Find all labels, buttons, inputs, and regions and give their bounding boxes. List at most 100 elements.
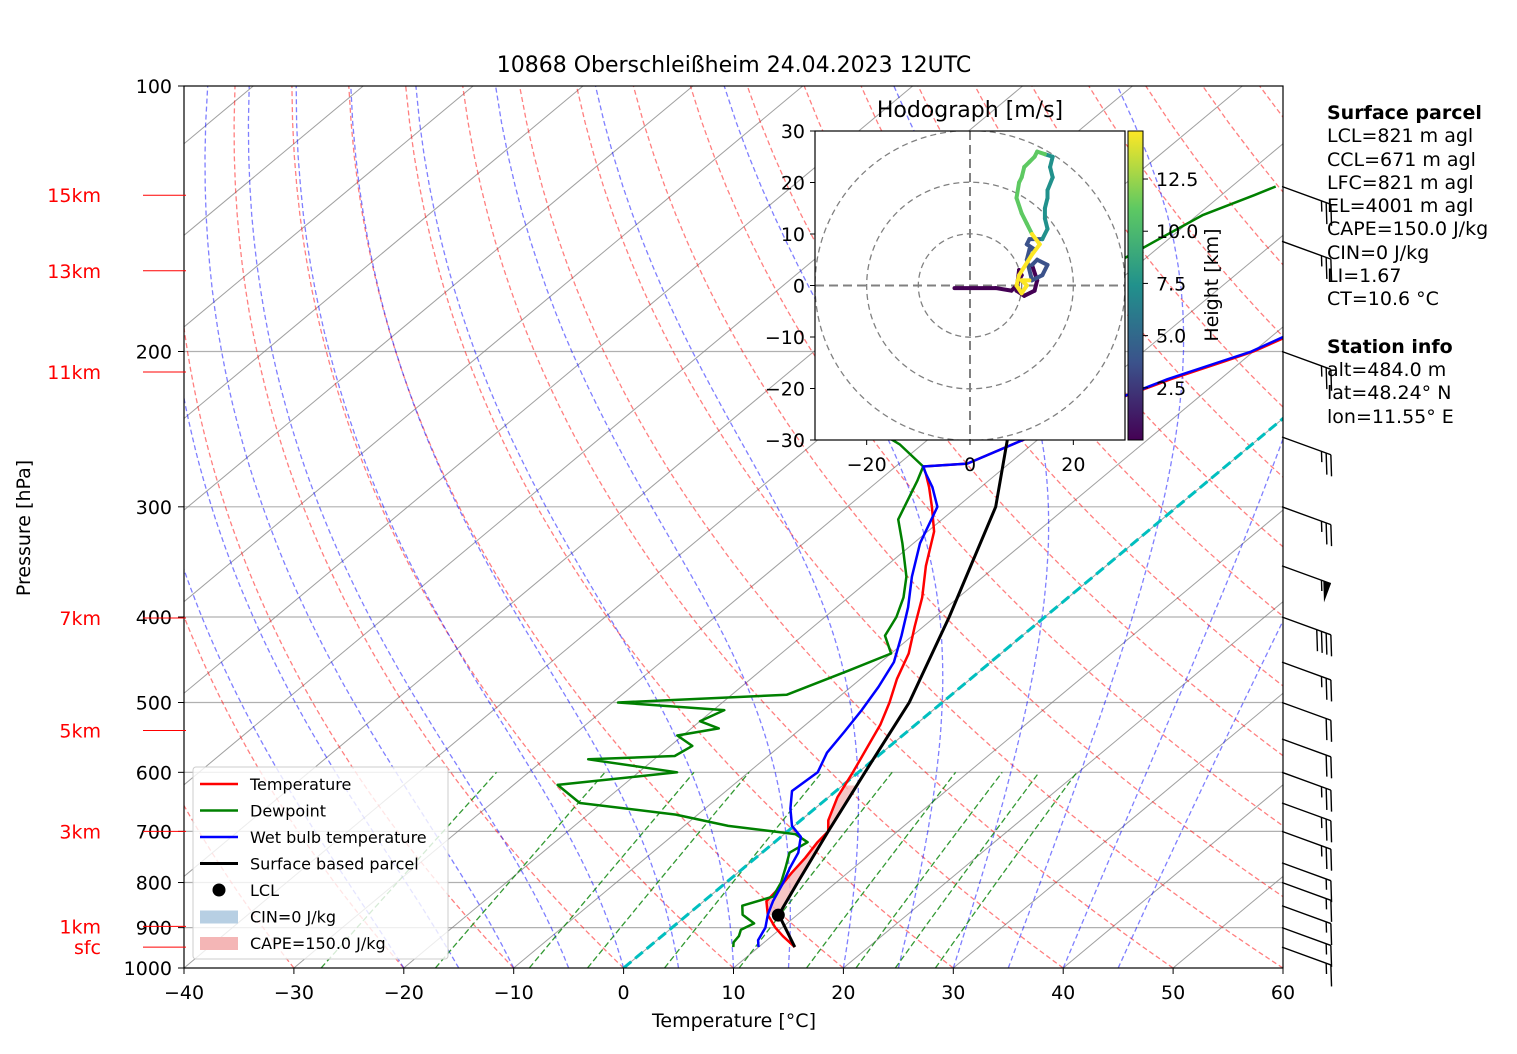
hodograph-segment xyxy=(993,286,1014,293)
x-tick-label: −20 xyxy=(384,982,424,1004)
hodograph-y-tick-label: −10 xyxy=(765,327,805,349)
y-tick-label: 800 xyxy=(136,873,172,895)
barb-full xyxy=(1330,369,1333,391)
wind-barbs xyxy=(1281,185,1333,987)
barb-full xyxy=(1325,202,1328,225)
isotherm-line xyxy=(513,326,1283,968)
hodograph-segment xyxy=(1030,242,1042,257)
barb-staff xyxy=(1281,946,1332,966)
wind-barb xyxy=(1281,436,1333,477)
axis-ticks: −40 −30 −20 −10 0 10 20 30 40 50 60100200300400500… xyxy=(124,76,1295,1004)
parcel-info-line: LI=1.67 xyxy=(1327,265,1402,288)
moist-adiabat xyxy=(494,86,791,968)
colorbar-tick-label: 2.5 xyxy=(1156,378,1186,400)
legend-swatch xyxy=(200,910,238,924)
y-tick-label: 600 xyxy=(136,762,172,784)
mixing-ratio-line xyxy=(738,771,893,968)
parcel-info-line: CAPE=150.0 J/kg xyxy=(1327,218,1489,241)
moist-adiabat xyxy=(1117,619,1283,968)
barb-full xyxy=(1325,678,1328,700)
wind-barb xyxy=(1281,661,1333,702)
wind-barb xyxy=(1281,565,1332,603)
wind-barb xyxy=(1281,946,1333,987)
barb-staff xyxy=(1281,436,1332,456)
dry-adiabat xyxy=(291,86,734,968)
height-label: 3km xyxy=(59,821,101,843)
wind-barb xyxy=(1281,905,1333,946)
hodograph-y-tick-label: −30 xyxy=(765,430,805,452)
mixing-ratio-line xyxy=(894,771,1040,968)
y-tick-label: 1000 xyxy=(124,958,172,980)
barb-staff xyxy=(1281,802,1332,822)
barb-full xyxy=(1330,945,1333,967)
hodograph-x-tick-label: 20 xyxy=(1061,454,1085,476)
barb-staff xyxy=(1281,926,1332,947)
hodograph-x-tick-label: 0 xyxy=(964,454,976,476)
wind-barb xyxy=(1281,738,1333,779)
mixing-ratio-line xyxy=(934,771,1078,968)
barb-full xyxy=(1330,900,1333,922)
hodograph-y-tick-label: 30 xyxy=(781,121,805,143)
isotherm-line xyxy=(184,86,914,694)
mixing-ratio-line xyxy=(855,771,1003,968)
wind-barb xyxy=(1281,701,1333,742)
legend: Temperature Dewpoint Wet bulb temperature S… xyxy=(192,766,449,960)
height-label: sfc xyxy=(74,937,101,959)
colorbar-tick-label: 7.5 xyxy=(1156,273,1186,295)
station-info-line: alt=484.0 m xyxy=(1327,358,1447,381)
legend-label: Dewpoint xyxy=(250,802,326,821)
mixing-ratio-line xyxy=(434,771,606,968)
isotherm-line xyxy=(184,86,474,328)
legend-swatch xyxy=(200,937,238,950)
barb-full xyxy=(1330,634,1333,657)
mixing-ratio-line xyxy=(805,771,957,968)
barb-full xyxy=(1325,755,1328,777)
barb-staff xyxy=(1281,616,1332,636)
barb-full xyxy=(1325,257,1328,279)
y-tick-label: 900 xyxy=(136,918,172,940)
barb-staff xyxy=(1281,862,1332,882)
barb-staff xyxy=(1281,905,1332,925)
barb-staff xyxy=(1281,350,1332,370)
parcel-lines: LCL=821 m agl CCL=671 m agl LFC=821 m agl E… xyxy=(1327,125,1488,311)
hodograph-title: Hodograph [m/s] xyxy=(877,98,1063,123)
station-info-line: lon=11.55° E xyxy=(1327,405,1454,428)
dry-adiabat xyxy=(184,323,515,968)
temperature-line xyxy=(765,337,1283,949)
wind-barb xyxy=(1281,616,1333,657)
barb-staff xyxy=(1281,240,1332,260)
station-header: Station info xyxy=(1327,335,1453,358)
x-tick-label: 0 xyxy=(618,982,630,1004)
legend-label: Temperature xyxy=(249,775,351,794)
barb-full xyxy=(1330,720,1333,742)
x-tick-label: −40 xyxy=(164,982,204,1004)
barb-staff xyxy=(1281,701,1332,721)
legend-label: Surface based parcel xyxy=(250,855,419,874)
barb-full xyxy=(1330,880,1333,903)
parcel-info-line: CT=10.6 °C xyxy=(1327,288,1439,311)
height-label: 13km xyxy=(47,261,101,283)
height-label: 1km xyxy=(59,916,101,938)
barb-full xyxy=(1320,631,1323,653)
barb-full xyxy=(1330,923,1333,946)
hodograph: Hodograph [m/s] −20 0 20 30 20 10 0 −10 −20 −30 2.5… xyxy=(765,98,1223,476)
x-tick-label: 20 xyxy=(831,982,855,1004)
isotherm-line xyxy=(184,86,364,236)
barb-full xyxy=(1325,847,1328,870)
x-tick-label: −10 xyxy=(494,982,534,1004)
barb-full xyxy=(1330,756,1333,779)
mixing-ratio-line xyxy=(320,771,497,968)
barb-full xyxy=(1316,629,1319,652)
y-tick-label: 100 xyxy=(136,76,172,98)
moist-adiabat xyxy=(1062,437,1283,968)
isotherm-line xyxy=(184,86,584,420)
barb-full xyxy=(1325,819,1328,841)
wind-barb xyxy=(1281,881,1333,922)
isotherm-line xyxy=(843,601,1283,968)
hodograph-segment xyxy=(1014,195,1024,216)
isotherm-line xyxy=(184,86,804,603)
hodograph-colorbar xyxy=(1127,130,1144,441)
barb-full xyxy=(1330,964,1333,987)
